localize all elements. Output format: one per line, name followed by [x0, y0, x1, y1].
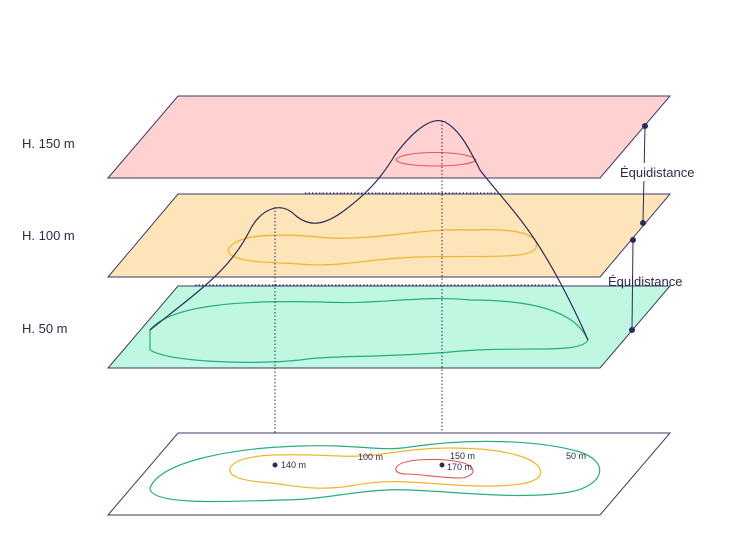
plane-50 [106, 285, 672, 369]
equidistance-label: Équidistance [620, 165, 694, 180]
peak-dot [439, 462, 445, 468]
map-contour-50 [149, 440, 601, 503]
peak-dot [272, 462, 278, 468]
map-label: 100 m [358, 452, 383, 462]
plane-label: H. 100 m [22, 228, 75, 243]
map-label: 50 m [566, 451, 586, 461]
contour-50 [149, 297, 589, 363]
equidistance-markers [629, 123, 648, 333]
map-plane [106, 432, 672, 516]
map-label: 170 m [447, 462, 472, 472]
equidistance-label: Équidistance [608, 274, 682, 289]
contour-100 [227, 229, 538, 266]
map-label: 150 m [450, 451, 475, 461]
contour-150 [395, 151, 477, 167]
mountain-outline [149, 120, 589, 341]
hidden-lines [195, 121, 558, 465]
label-bg [616, 163, 700, 181]
map-label: 140 m [281, 460, 306, 470]
plane-label: H. 150 m [22, 136, 75, 151]
plane-label: H. 50 m [22, 321, 68, 336]
map-contour-100 [229, 447, 541, 489]
map-contour-150 [395, 459, 474, 479]
plane-150 [106, 95, 672, 179]
